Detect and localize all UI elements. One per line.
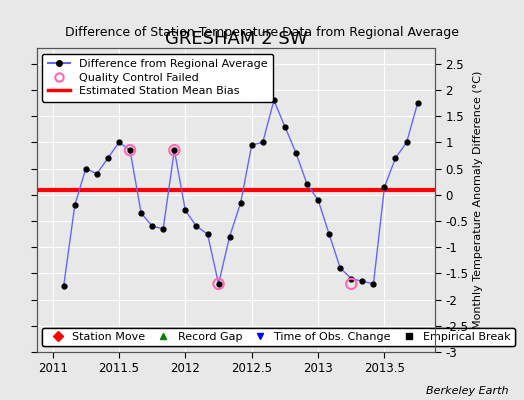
Point [214, 281, 223, 287]
Point [170, 147, 179, 154]
Title: GRESHAM 2 SW: GRESHAM 2 SW [165, 30, 307, 48]
Point [126, 147, 134, 154]
Text: Berkeley Earth: Berkeley Earth [426, 386, 508, 396]
Y-axis label: Monthly Temperature Anomaly Difference (°C): Monthly Temperature Anomaly Difference (… [473, 71, 483, 329]
Point [347, 281, 355, 287]
Text: Difference of Station Temperature Data from Regional Average: Difference of Station Temperature Data f… [65, 26, 459, 39]
Legend: Station Move, Record Gap, Time of Obs. Change, Empirical Break: Station Move, Record Gap, Time of Obs. C… [42, 328, 515, 346]
